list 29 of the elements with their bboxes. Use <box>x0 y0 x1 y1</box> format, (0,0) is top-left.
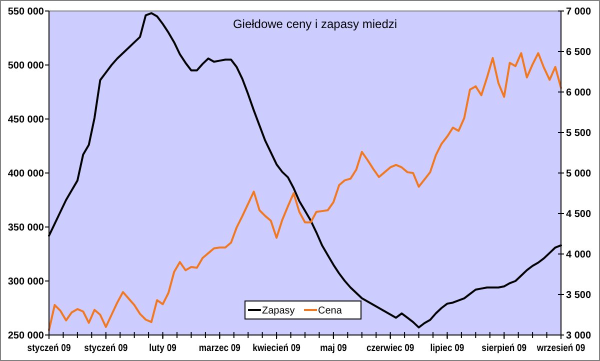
x-tick-label: styczeń 09 <box>27 342 71 354</box>
x-tick-label: kwiecień 09 <box>252 342 300 354</box>
x-tick-label: maj 09 <box>320 342 347 354</box>
legend-label: Cena <box>318 306 342 316</box>
x-tick-label: lipiec 09 <box>430 342 464 354</box>
text: Giełdowe ceny i zapasy miedzi <box>232 17 398 31</box>
y2-tick-label: 4 500 <box>566 209 592 220</box>
y-tick-label: 400 000 <box>8 168 44 180</box>
x-tick-label: czerwiec 09 <box>366 342 414 354</box>
y2-tick-label: 7 000 <box>566 6 592 18</box>
y2-tick-label: 5 500 <box>566 128 592 139</box>
x-tick-label: marzec 09 <box>198 342 240 354</box>
y-tick-label: 350 000 <box>8 222 44 234</box>
y-tick-label: 250 000 <box>8 330 44 342</box>
y2-tick-label: 3 500 <box>566 290 592 301</box>
y-tick-label: 500 000 <box>8 60 44 72</box>
x-tick-label: sierpień 09 <box>482 342 527 354</box>
y2-tick-label: 3 000 <box>566 330 592 342</box>
y2-tick-label: 6 500 <box>566 47 592 58</box>
y2-tick-label: 5 000 <box>566 168 592 180</box>
y-tick-label: 300 000 <box>8 276 44 288</box>
legend-label: Zapasy <box>262 306 295 316</box>
y2-tick-label: 6 000 <box>566 88 592 98</box>
y2-tick-label: 4 000 <box>566 250 592 260</box>
y-tick-label: 550 000 <box>8 6 44 18</box>
x-tick-label: luty 09 <box>149 342 176 354</box>
x-tick-label: styczeń 09 <box>84 342 128 354</box>
y-tick-label: 450 000 <box>8 114 44 126</box>
x-tick-label: wrzesień 09 <box>536 342 586 354</box>
